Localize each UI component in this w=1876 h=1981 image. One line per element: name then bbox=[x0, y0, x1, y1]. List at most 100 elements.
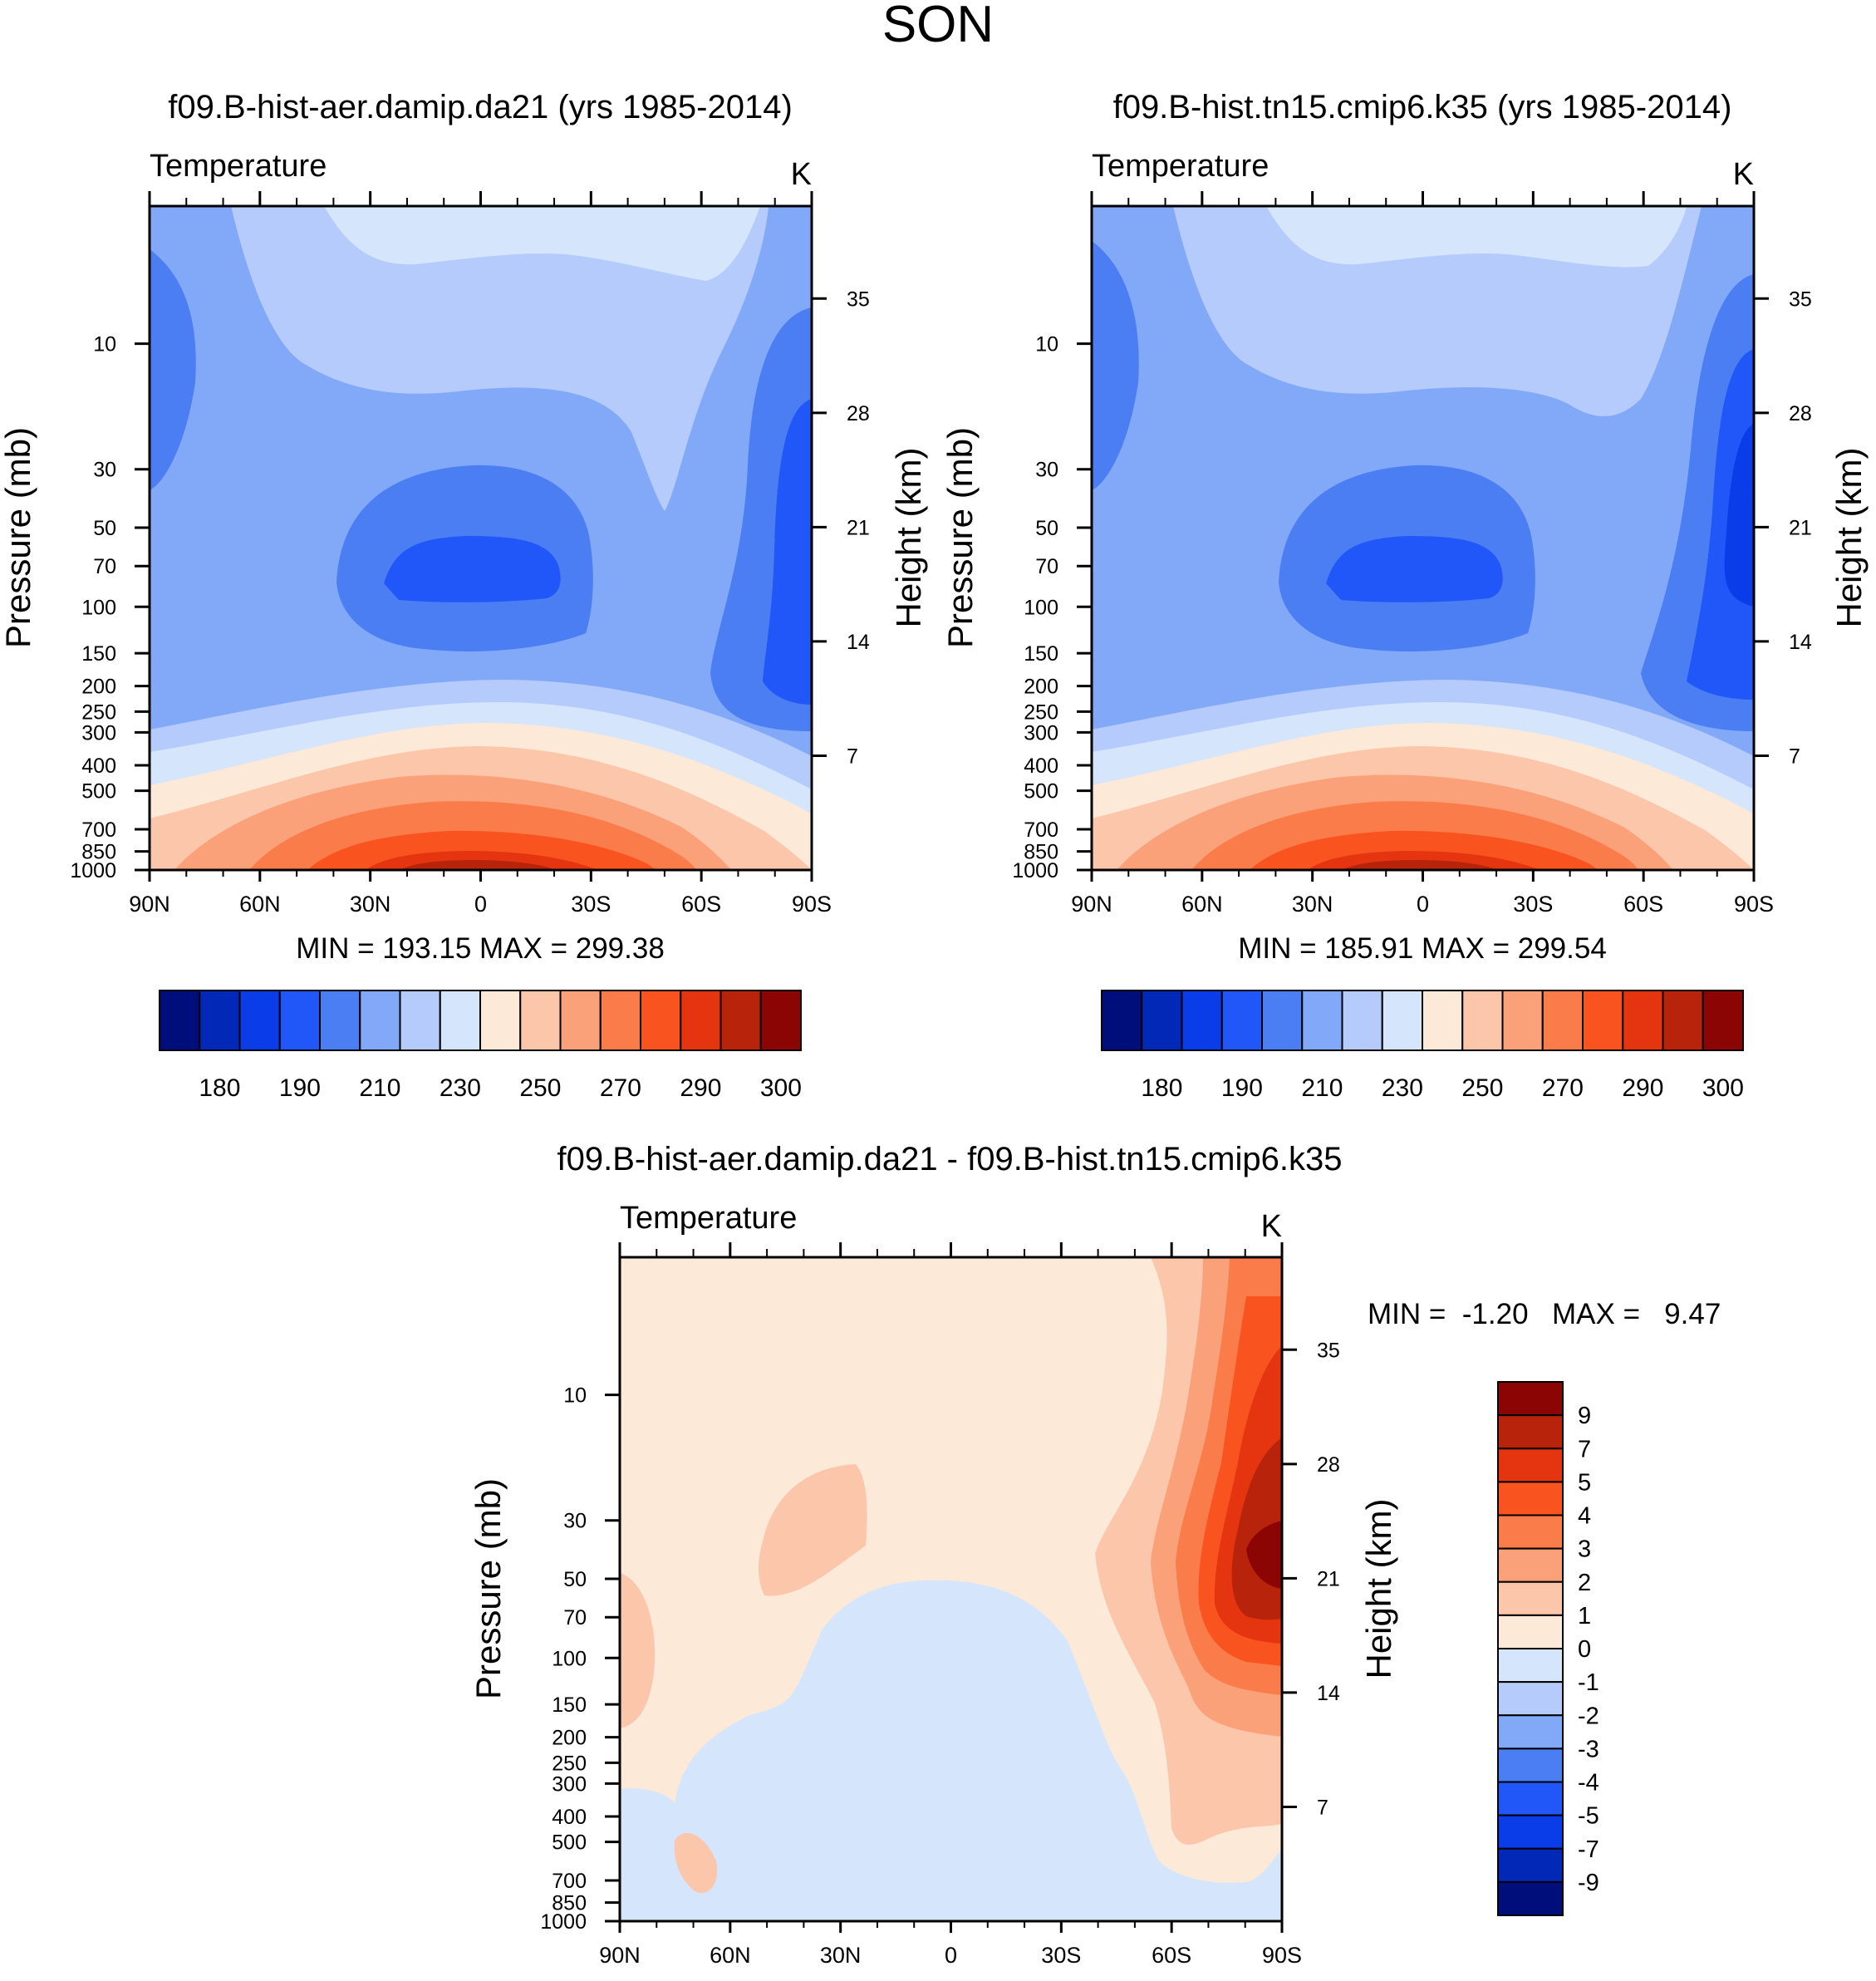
colorbar-label: 230 bbox=[1382, 1074, 1423, 1102]
y-pressure-tick-label: 150 bbox=[81, 642, 116, 666]
y-height-tick-label: 7 bbox=[1789, 745, 1800, 768]
panel-3-contour-positive-blob-mid bbox=[759, 1464, 867, 1596]
y-pressure-tick-label: 30 bbox=[1035, 459, 1058, 482]
colorbar-box bbox=[759, 990, 802, 1051]
y-pressure-tick-label: 700 bbox=[552, 1870, 587, 1893]
colorbar-box bbox=[199, 990, 241, 1051]
colorbar-label: 7 bbox=[1578, 1436, 1591, 1462]
colorbar-label: -3 bbox=[1578, 1736, 1599, 1762]
y-pressure-tick-label: 100 bbox=[81, 596, 116, 619]
panel-3-contour-negative-region bbox=[620, 1580, 1282, 1921]
y-height-tick-label: 7 bbox=[847, 745, 858, 768]
colorbar-box bbox=[1497, 1614, 1564, 1649]
colorbar-box bbox=[1381, 990, 1423, 1051]
colorbar-label: 180 bbox=[1141, 1074, 1182, 1102]
colorbar-label: 190 bbox=[1221, 1074, 1263, 1102]
colorbar-box bbox=[439, 990, 481, 1051]
x-tick-label: 60S bbox=[1623, 892, 1663, 917]
colorbar-label: 290 bbox=[680, 1074, 721, 1102]
y-pressure-tick-label: 50 bbox=[563, 1568, 587, 1591]
x-tick-label: 90S bbox=[1734, 892, 1774, 917]
x-tick-label: 0 bbox=[945, 1943, 957, 1968]
colorbar-box bbox=[1141, 990, 1183, 1051]
y-pressure-tick-label: 300 bbox=[1024, 721, 1058, 745]
colorbar-box bbox=[1497, 1381, 1564, 1417]
x-tick-label: 60N bbox=[239, 892, 281, 917]
colorbar-box bbox=[479, 990, 522, 1051]
colorbar-box bbox=[1497, 1448, 1564, 1483]
y-pressure-tick-label: 30 bbox=[563, 1510, 587, 1533]
panel-2: f09.B-hist.tn15.cmip6.k35 (yrs 1985-2014… bbox=[940, 89, 1869, 1102]
colorbar-box bbox=[640, 990, 682, 1051]
y-pressure-tick-label: 10 bbox=[1035, 333, 1058, 356]
panel-3-contour-positive-blob-left bbox=[620, 1573, 656, 1728]
colorbar-box bbox=[1341, 990, 1383, 1051]
y-height-tick-label: 21 bbox=[1317, 1567, 1340, 1590]
y-pressure-tick-label: 10 bbox=[563, 1384, 587, 1408]
colorbar-label: 210 bbox=[359, 1074, 400, 1102]
panel-1-y-axis-right-label: Height (km) bbox=[889, 447, 928, 627]
colorbar-box bbox=[1622, 990, 1664, 1051]
colorbar-box bbox=[1101, 990, 1143, 1051]
colorbar-box bbox=[1662, 990, 1704, 1051]
y-pressure-tick-label: 200 bbox=[552, 1727, 587, 1750]
y-height-tick-label: 28 bbox=[1317, 1453, 1340, 1477]
panel-1-contour-top-band bbox=[324, 206, 760, 281]
colorbar-box bbox=[278, 990, 321, 1051]
y-pressure-tick-label: 50 bbox=[1035, 517, 1058, 540]
panel-2-colorbar: 180 190 210 230 250 270 290 300 bbox=[1101, 990, 1744, 1102]
colorbar-box bbox=[1497, 1880, 1564, 1916]
y-height-tick-label: 35 bbox=[1317, 1339, 1340, 1362]
y-height-tick-label: 14 bbox=[847, 631, 870, 654]
panel-3-stats-max: MAX = 9.47 bbox=[1552, 1298, 1721, 1330]
colorbar-label: 290 bbox=[1622, 1074, 1663, 1102]
colorbar-box bbox=[1497, 1547, 1564, 1583]
panel-2-contour-polar-right-mid bbox=[1687, 349, 1754, 700]
y-pressure-tick-label: 250 bbox=[1024, 700, 1058, 724]
colorbar-box bbox=[599, 990, 641, 1051]
colorbar-label: -2 bbox=[1578, 1703, 1599, 1729]
colorbar-box bbox=[1181, 990, 1223, 1051]
colorbar-box bbox=[399, 990, 441, 1051]
colorbar-label: 3 bbox=[1578, 1536, 1591, 1563]
panel-1-axes: 90N 60N 30N 0 30S 60S 90S103050701001502002503… bbox=[70, 191, 870, 917]
panel-3-units-label: K bbox=[1261, 1209, 1282, 1244]
x-tick-label: 0 bbox=[474, 892, 487, 917]
colorbar-box bbox=[1497, 1580, 1564, 1616]
panel-2-title: f09.B-hist.tn15.cmip6.k35 (yrs 1985-2014… bbox=[1113, 89, 1732, 125]
y-height-tick-label: 14 bbox=[1789, 631, 1812, 654]
colorbar-box bbox=[680, 990, 722, 1051]
y-pressure-tick-label: 250 bbox=[81, 700, 116, 724]
colorbar-box bbox=[1501, 990, 1544, 1051]
panel-1-contour-polar-left bbox=[150, 249, 196, 490]
y-pressure-tick-label: 200 bbox=[1024, 676, 1058, 699]
y-pressure-tick-label: 10 bbox=[93, 333, 116, 356]
colorbar-label: -5 bbox=[1578, 1803, 1599, 1830]
colorbar-label: 4 bbox=[1578, 1503, 1591, 1530]
y-pressure-tick-label: 400 bbox=[81, 755, 116, 778]
y-pressure-tick-label: 1000 bbox=[70, 859, 116, 882]
y-pressure-tick-label: 850 bbox=[81, 841, 116, 864]
x-tick-label: 90N bbox=[1071, 892, 1112, 917]
panel-1: f09.B-hist-aer.damip.da21 (yrs 1985-2014… bbox=[0, 89, 928, 1102]
panel-3-y-axis-label: Pressure (mb) bbox=[469, 1478, 508, 1699]
colorbar-box bbox=[1497, 1714, 1564, 1750]
y-pressure-tick-label: 150 bbox=[552, 1693, 587, 1717]
panel-3-stats-min: MIN = -1.20 bbox=[1368, 1298, 1529, 1330]
x-tick-label: 60N bbox=[710, 1943, 751, 1968]
panel-2-y-axis-label: Pressure (mb) bbox=[940, 427, 980, 648]
colorbar-box bbox=[1497, 1648, 1564, 1684]
colorbar-label: 250 bbox=[519, 1074, 561, 1102]
x-tick-label: 30S bbox=[571, 892, 611, 917]
colorbar-label: 5 bbox=[1578, 1469, 1591, 1496]
x-tick-label: 30N bbox=[1292, 892, 1333, 917]
panel-3-axes: 90N 60N 30N 0 30S 60S 90S103050701001502002503… bbox=[540, 1242, 1340, 1968]
colorbar-box bbox=[1261, 990, 1304, 1051]
panel-3-variable-label: Temperature bbox=[620, 1201, 797, 1236]
colorbar-box bbox=[559, 990, 602, 1051]
y-height-tick-label: 14 bbox=[1317, 1682, 1340, 1705]
colorbar-box bbox=[1702, 990, 1744, 1051]
x-tick-label: 90N bbox=[599, 1943, 641, 1968]
y-pressure-tick-label: 70 bbox=[563, 1606, 587, 1630]
